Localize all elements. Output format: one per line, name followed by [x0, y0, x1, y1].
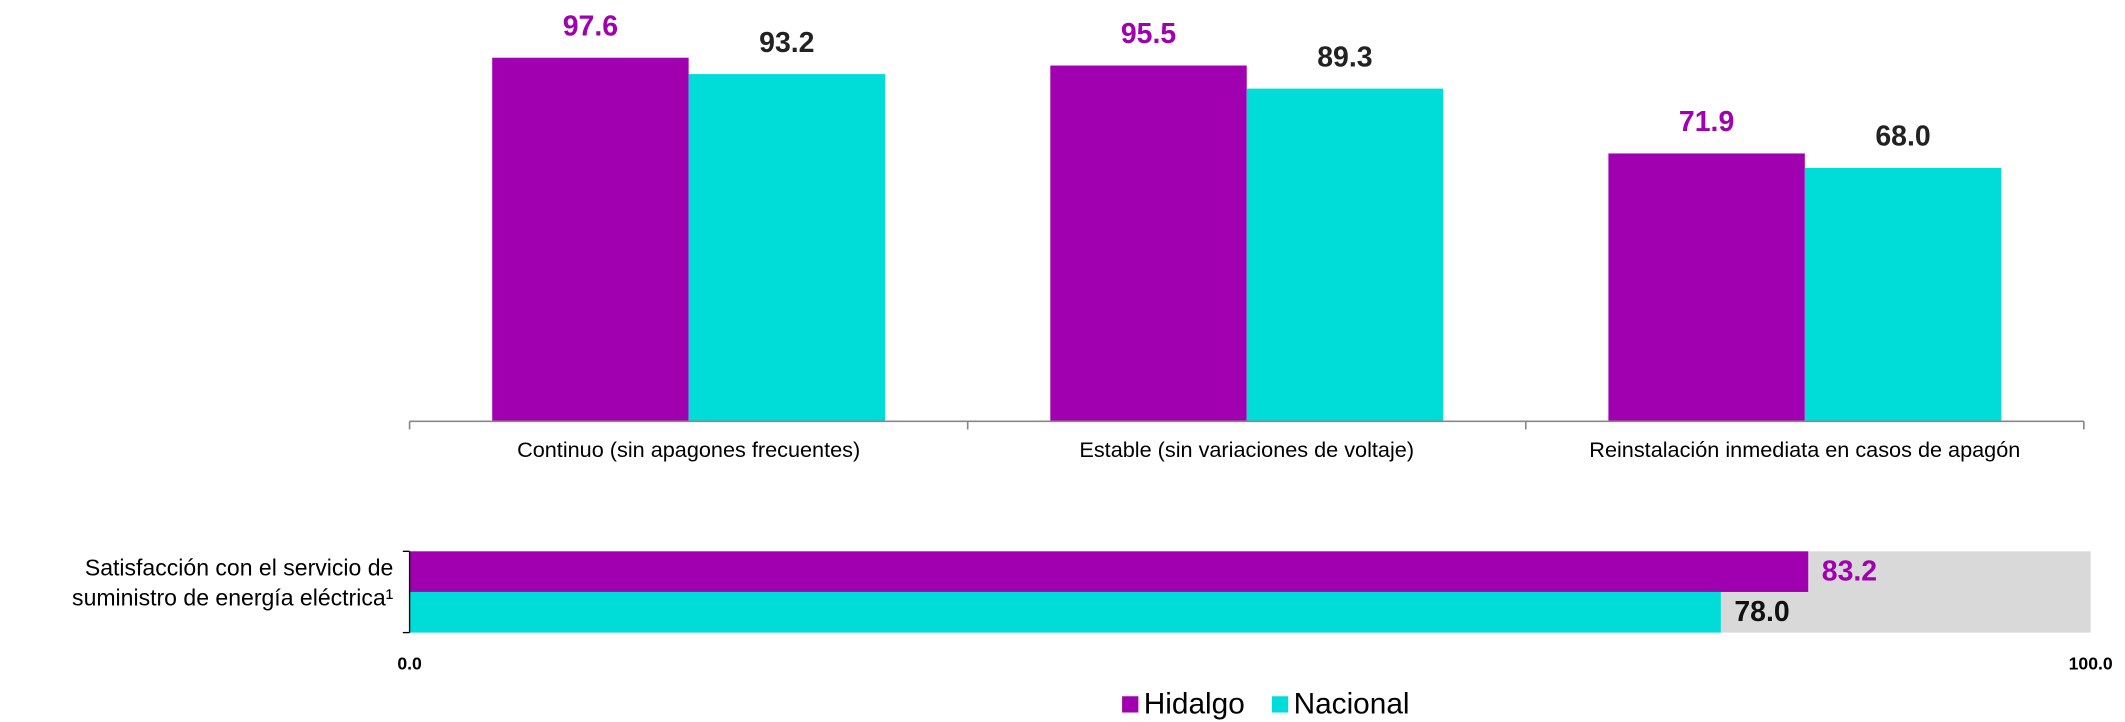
bar	[1246, 88, 1444, 422]
bar	[1804, 167, 2002, 422]
data-label: 83.2	[1822, 556, 1877, 588]
bar	[1608, 153, 1805, 422]
data-label: 71.9	[1679, 106, 1734, 138]
legend-label: Hidalgo	[1144, 688, 1245, 721]
bar	[409, 591, 1721, 633]
y-tick-label: Satisfacción con el servicio de suminist…	[72, 555, 394, 611]
bar	[1050, 65, 1247, 422]
data-label: 89.3	[1317, 41, 1372, 73]
bar	[492, 57, 689, 422]
data-label: 78.0	[1734, 596, 1789, 628]
bar	[688, 74, 886, 422]
data-label: 97.6	[563, 10, 618, 42]
data-label: 68.0	[1875, 121, 1930, 153]
data-label: 95.5	[1121, 18, 1177, 50]
x-tick-label: 0.0	[397, 654, 422, 674]
x-tick-label: 100.0	[2069, 654, 2113, 674]
x-tick-label: Reinstalación inmediata en casos de apag…	[1589, 437, 2020, 462]
x-tick-label: Estable (sin variaciones de voltaje)	[1079, 437, 1414, 462]
legend-label: Nacional	[1294, 688, 1410, 721]
y-tick-label-box: Satisfacción con el servicio de suminist…	[72, 555, 394, 611]
x-tick-label: Continuo (sin apagones frecuentes)	[517, 437, 860, 462]
bar	[409, 551, 1809, 592]
data-label: 93.2	[759, 27, 814, 59]
legend-swatch	[1122, 696, 1139, 713]
legend-swatch	[1271, 696, 1289, 713]
